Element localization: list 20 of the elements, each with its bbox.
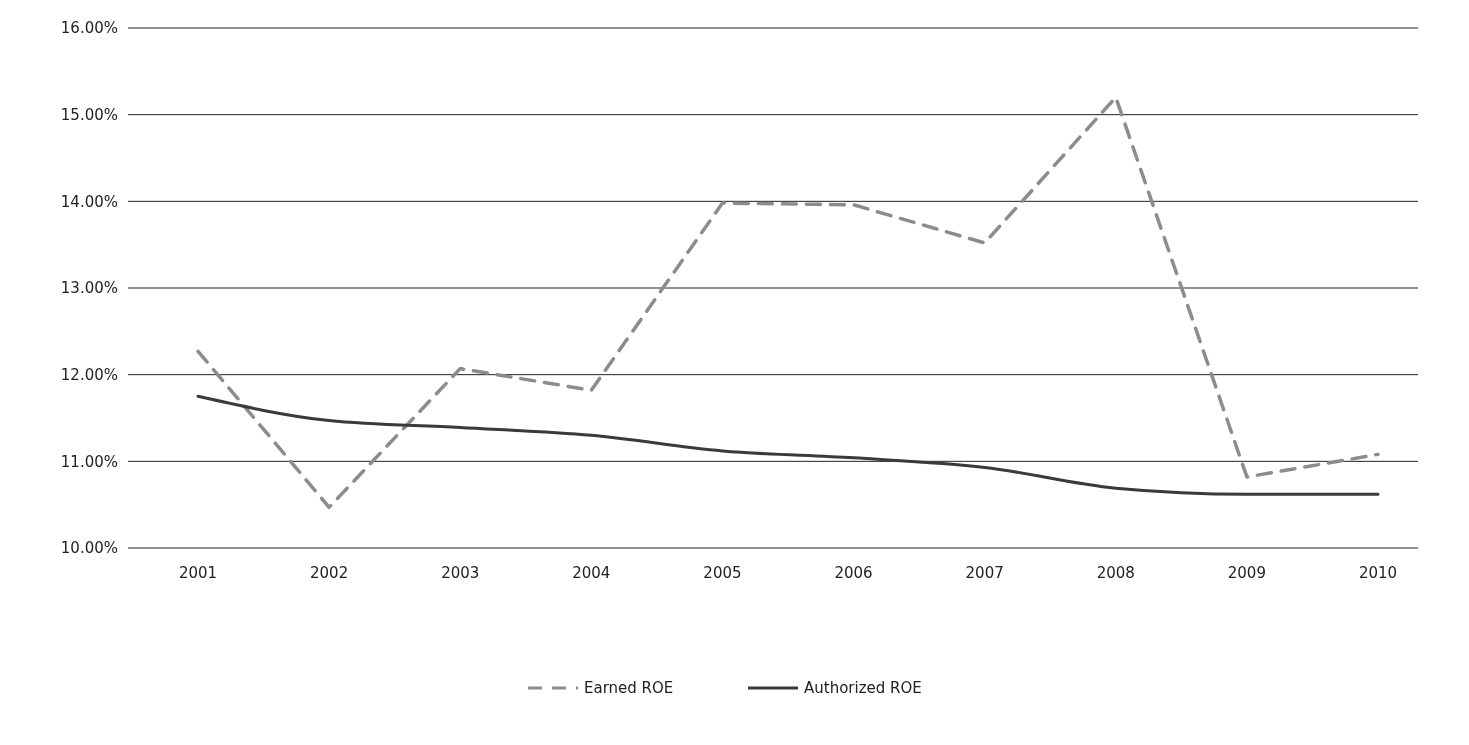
legend-label: Authorized ROE — [804, 679, 922, 698]
x-tick-label: 2002 — [310, 564, 349, 582]
x-tick-label: 2010 — [1358, 564, 1398, 582]
y-tick-label: 12.00% — [60, 365, 118, 384]
x-tick-label: 2001 — [178, 564, 218, 582]
line-series — [196, 394, 1380, 496]
x-tick-label: 2003 — [441, 564, 480, 582]
y-tick-label: 16.00% — [60, 19, 118, 38]
x-tick-label: 2005 — [703, 564, 742, 582]
x-tick-label: 2006 — [834, 564, 873, 582]
y-tick-label: 10.00% — [60, 539, 118, 558]
y-tick-label: 11.00% — [60, 452, 118, 471]
x-tick-label: 2007 — [965, 564, 1004, 582]
legend-label: Earned ROE — [584, 679, 674, 698]
x-tick-label: 2008 — [1096, 564, 1135, 582]
y-tick-label: 13.00% — [60, 279, 118, 298]
y-tick-label: 15.00% — [60, 105, 118, 124]
y-tick-label: 14.00% — [60, 192, 118, 211]
x-tick-label: 2009 — [1227, 564, 1266, 582]
x-tick-label: 2004 — [572, 564, 611, 582]
